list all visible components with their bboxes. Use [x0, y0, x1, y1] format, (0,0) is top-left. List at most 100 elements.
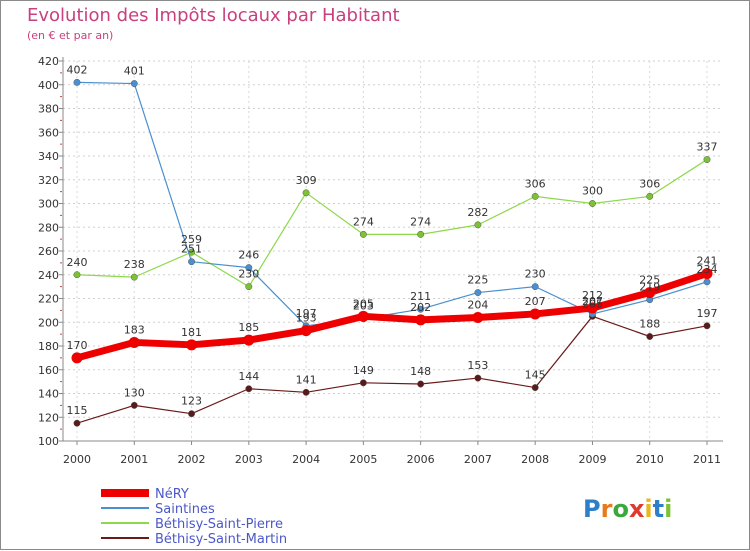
data-point	[531, 192, 539, 200]
data-label: 123	[181, 395, 202, 408]
x-tick-label: 2003	[235, 453, 263, 466]
data-point	[302, 189, 310, 197]
data-label: 183	[124, 323, 145, 336]
data-label: 115	[67, 404, 88, 417]
data-label: 149	[353, 364, 374, 377]
data-point	[417, 230, 425, 238]
data-label: 202	[410, 301, 431, 314]
data-point	[703, 156, 711, 164]
series-layer	[71, 78, 713, 427]
x-axis-ticks: 2000 2001 2002 2003 2004 2005 2006 2007 2008 2009…	[63, 453, 721, 466]
data-point	[359, 379, 367, 387]
series-line	[76, 81, 708, 327]
x-tick-label: 2011	[693, 453, 721, 466]
data-label: 306	[639, 177, 660, 190]
data-point	[357, 310, 369, 322]
logo-text: Proxiti	[583, 495, 672, 523]
data-label: 230	[525, 268, 546, 281]
data-label: 246	[238, 249, 259, 262]
y-tick-label: 240	[38, 269, 59, 282]
series-line	[76, 315, 708, 424]
y-tick-label: 220	[38, 293, 59, 306]
data-label: 234	[697, 263, 718, 276]
data-point	[186, 339, 198, 351]
data-label: 309	[296, 174, 317, 187]
data-point	[245, 264, 253, 272]
data-point	[188, 410, 195, 418]
data-label: 203	[353, 300, 374, 313]
data-label: 337	[697, 141, 718, 154]
chart-subtitle: (en € et par an)	[27, 29, 114, 42]
axes	[62, 57, 723, 442]
data-point	[71, 352, 83, 364]
y-tick-label: 280	[38, 221, 59, 234]
data-label: 197	[697, 307, 718, 320]
x-tick-label: 2000	[63, 453, 91, 466]
data-label: 274	[410, 215, 431, 228]
data-label: 145	[525, 369, 546, 382]
data-point	[130, 273, 138, 281]
data-label: 238	[124, 258, 145, 271]
data-point	[474, 289, 482, 297]
data-point	[529, 308, 541, 320]
data-label: 141	[296, 373, 317, 386]
data-point	[417, 305, 425, 313]
data-label: 282	[467, 206, 488, 219]
logo-letter: P	[583, 495, 601, 523]
data-point	[531, 283, 539, 291]
data-label: 205	[582, 297, 603, 310]
y-tick-label: 200	[38, 316, 59, 329]
data-point	[703, 322, 711, 330]
data-point	[130, 80, 138, 88]
data-label: 274	[353, 215, 374, 228]
y-axis-ticks: 100 120 140 160 180 200 220 240 260 280 300 320 340 3…	[38, 55, 59, 448]
data-label: 148	[410, 365, 431, 378]
data-label: 219	[639, 281, 660, 294]
data-point	[646, 192, 654, 200]
data-label: 181	[181, 326, 202, 339]
data-point	[474, 374, 482, 382]
data-point	[73, 271, 81, 279]
logo-letter: x	[629, 495, 645, 523]
x-tick-label: 2004	[292, 453, 320, 466]
data-label: 130	[124, 386, 145, 399]
legend-label: Béthisy-Saint-Pierre	[155, 517, 283, 532]
data-point	[415, 314, 427, 326]
x-tick-label: 2006	[407, 453, 435, 466]
logo-letter: i	[644, 495, 652, 523]
data-point	[302, 388, 310, 396]
data-label: 207	[582, 295, 603, 308]
data-point	[300, 325, 312, 337]
data-label: 185	[238, 321, 259, 334]
data-point	[245, 385, 253, 393]
y-tick-label: 400	[38, 79, 59, 92]
x-tick-label: 2005	[349, 453, 377, 466]
series-line	[76, 158, 708, 288]
y-tick-label: 180	[38, 340, 59, 353]
data-label: 225	[639, 274, 660, 287]
data-label: 225	[467, 274, 488, 287]
y-tick-label: 100	[38, 435, 59, 448]
y-tick-label: 140	[38, 388, 59, 401]
data-point	[586, 302, 598, 314]
legend: NéRYSaintinesBéthisy-Saint-PierreBéthisy…	[101, 487, 287, 547]
y-tick-label: 300	[38, 198, 59, 211]
data-point	[128, 336, 140, 348]
y-tick-label: 420	[38, 55, 59, 68]
y-tick-label: 360	[38, 126, 59, 139]
data-label: 306	[525, 177, 546, 190]
y-tick-label: 340	[38, 150, 59, 163]
legend-label: NéRY	[155, 487, 189, 502]
data-label: 240	[67, 256, 88, 269]
logo-letter: i	[664, 495, 672, 523]
chart-title: Evolution des Impôts locaux par Habitant	[27, 5, 400, 26]
data-point	[130, 401, 138, 409]
data-point	[474, 221, 482, 229]
data-point	[531, 384, 539, 392]
data-point	[359, 230, 367, 238]
data-point	[589, 200, 596, 207]
logo-letter: o	[612, 495, 629, 523]
x-tick-label: 2001	[120, 453, 148, 466]
